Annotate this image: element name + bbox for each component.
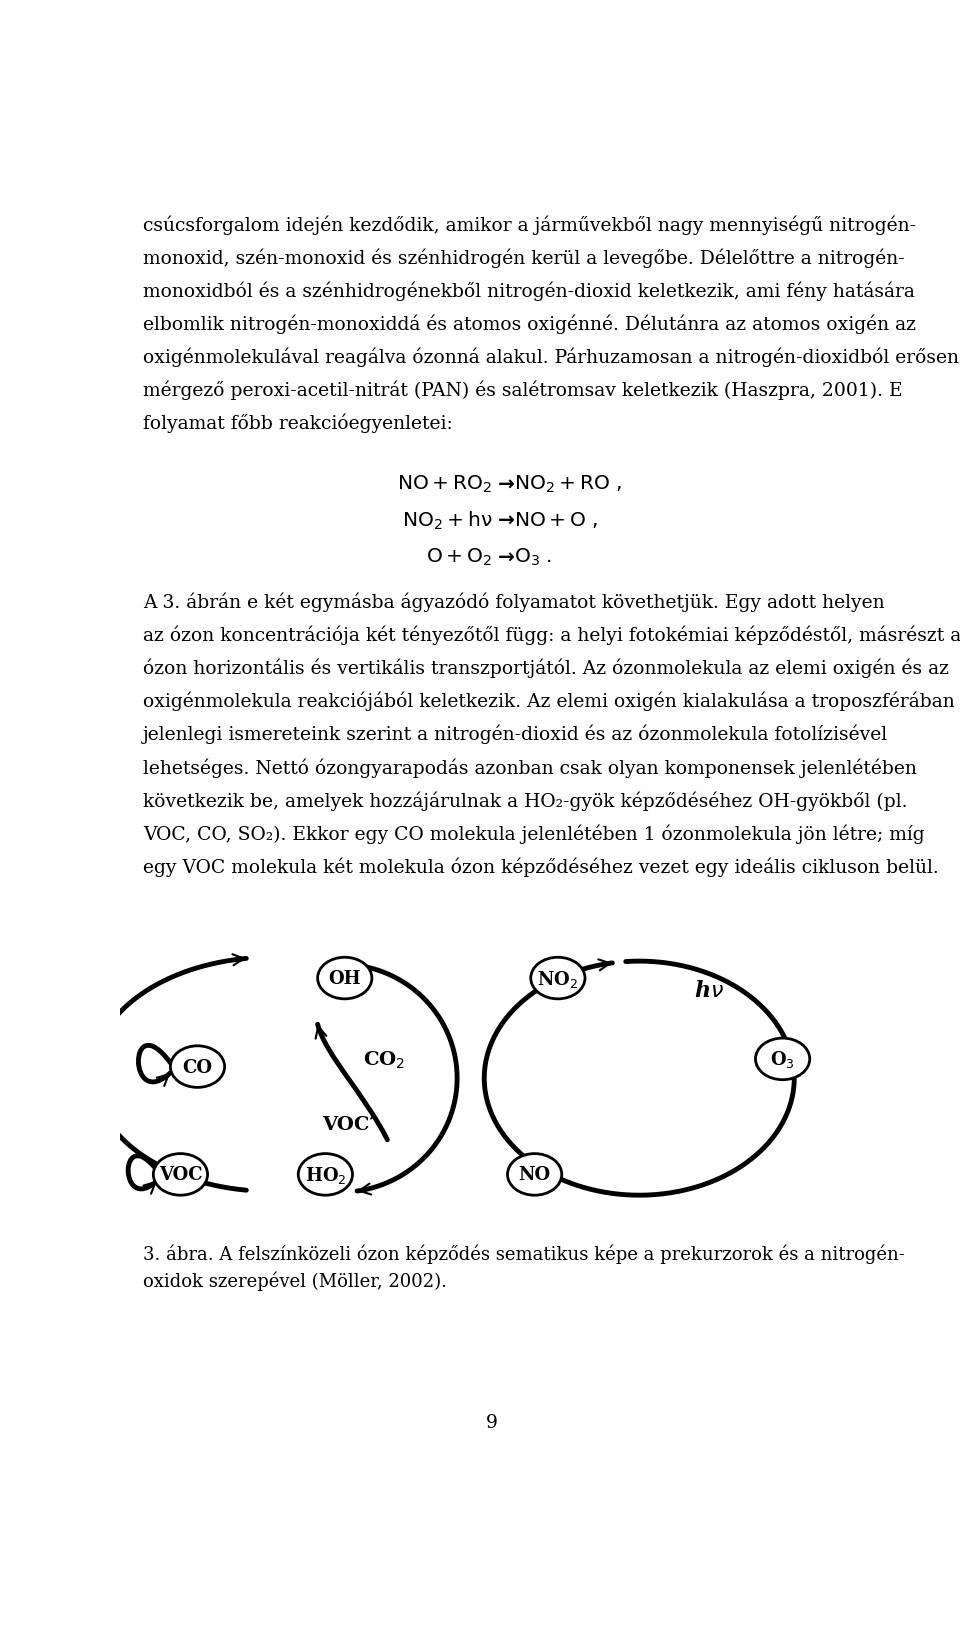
Ellipse shape	[531, 958, 585, 999]
Ellipse shape	[299, 1154, 352, 1196]
Text: A 3. ábrán e két egymásba ágyazódó folyamatot követhetjük. Egy adott helyen: A 3. ábrán e két egymásba ágyazódó folya…	[143, 592, 885, 612]
Ellipse shape	[756, 1038, 809, 1080]
Text: ózon horizontális és vertikális transzportjától. Az ózonmolekula az elemi oxigén: ózon horizontális és vertikális transzpo…	[143, 658, 949, 677]
Text: CO: CO	[182, 1058, 212, 1075]
Text: OH: OH	[328, 969, 361, 987]
Text: egy VOC molekula két molekula ózon képződéséhez vezet egy ideális cikluson belül: egy VOC molekula két molekula ózon képző…	[143, 857, 939, 876]
Ellipse shape	[508, 1154, 562, 1196]
Text: monoxidból és a szénhidrogénekből nitrogén-dioxid keletkezik, ami fény hatására: monoxidból és a szénhidrogénekből nitrog…	[143, 281, 915, 300]
Text: csúcsforgalom idején kezdődik, amikor a járművekből nagy mennyiségű nitrogén-: csúcsforgalom idején kezdődik, amikor a …	[143, 215, 917, 235]
Text: $\bf{\rightarrow}$: $\bf{\rightarrow}$	[494, 473, 516, 493]
Text: NO: NO	[518, 1165, 551, 1183]
Text: jelenlegi ismereteink szerint a nitrogén-dioxid és az ózonmolekula fotolízisével: jelenlegi ismereteink szerint a nitrogén…	[143, 725, 888, 744]
Text: O$_3$: O$_3$	[770, 1049, 795, 1069]
Text: $\mathrm{NO_2+RO}$ ,: $\mathrm{NO_2+RO}$ ,	[514, 473, 622, 494]
Text: 9: 9	[486, 1413, 498, 1431]
Text: $\mathrm{NO_2+h\nu}$: $\mathrm{NO_2+h\nu}$	[401, 509, 492, 532]
Text: az ózon koncentrációja két tényezőtől függ: a helyi fotokémiai képződéstől, másr: az ózon koncentrációja két tényezőtől fü…	[143, 625, 960, 645]
Text: NO$_2$: NO$_2$	[538, 968, 579, 989]
Text: $\mathrm{NO+RO_2}$: $\mathrm{NO+RO_2}$	[396, 473, 492, 494]
Ellipse shape	[318, 958, 372, 999]
Text: oxigénmolekulával reagálva ózonná alakul. Párhuzamosan a nitrogén-dioxidból erős: oxigénmolekulával reagálva ózonná alakul…	[143, 348, 959, 367]
Text: $\bf{\rightarrow}$: $\bf{\rightarrow}$	[494, 547, 516, 565]
Text: $\mathrm{O_3}$ .: $\mathrm{O_3}$ .	[514, 547, 552, 568]
Text: CO$_2$: CO$_2$	[363, 1049, 404, 1071]
Ellipse shape	[154, 1154, 207, 1196]
Text: $\mathrm{O+O_2}$: $\mathrm{O+O_2}$	[426, 547, 492, 568]
Text: oxidok szerepével (Möller, 2002).: oxidok szerepével (Möller, 2002).	[143, 1270, 447, 1289]
Text: folyamat főbb reakcióegyenletei:: folyamat főbb reakcióegyenletei:	[143, 413, 453, 432]
Text: VOC, CO, SO₂). Ekkor egy CO molekula jelenlétében 1 ózonmolekula jön létre; míg: VOC, CO, SO₂). Ekkor egy CO molekula jel…	[143, 824, 924, 844]
Text: h$\nu$: h$\nu$	[693, 979, 724, 1000]
Text: 3. ábra. A felszínközeli ózon képződés sematikus képe a prekurzorok és a nitrogé: 3. ábra. A felszínközeli ózon képződés s…	[143, 1244, 905, 1263]
Text: elbomlik nitrogén-monoxiddá és atomos oxigénné. Délutánra az atomos oxigén az: elbomlik nitrogén-monoxiddá és atomos ox…	[143, 315, 916, 335]
Text: oxigénmolekula reakciójából keletkezik. Az elemi oxigén kialakulása a troposzfér: oxigénmolekula reakciójából keletkezik. …	[143, 692, 955, 712]
Text: következik be, amelyek hozzájárulnak a HO₂-gyök képződéséhez OH-gyökből (pl.: következik be, amelyek hozzájárulnak a H…	[143, 790, 908, 809]
Text: $\mathrm{NO+O}$ ,: $\mathrm{NO+O}$ ,	[514, 509, 598, 530]
Text: HO$_2$: HO$_2$	[304, 1164, 347, 1185]
Text: VOC′: VOC′	[323, 1116, 375, 1134]
Text: monoxid, szén-monoxid és szénhidrogén kerül a levegőbe. Délelőttre a nitrogén-: monoxid, szén-monoxid és szénhidrogén ke…	[143, 248, 905, 268]
Ellipse shape	[170, 1046, 225, 1087]
Text: VOC: VOC	[158, 1165, 203, 1183]
Text: mérgező peroxi-acetil-nitrát (PAN) és salétromsav keletkezik (Haszpra, 2001). E: mérgező peroxi-acetil-nitrát (PAN) és sa…	[143, 380, 902, 400]
Text: $\bf{\rightarrow}$: $\bf{\rightarrow}$	[494, 509, 516, 529]
Text: lehetséges. Nettó ózongyarapodás azonban csak olyan komponensek jelenlétében: lehetséges. Nettó ózongyarapodás azonban…	[143, 757, 917, 777]
